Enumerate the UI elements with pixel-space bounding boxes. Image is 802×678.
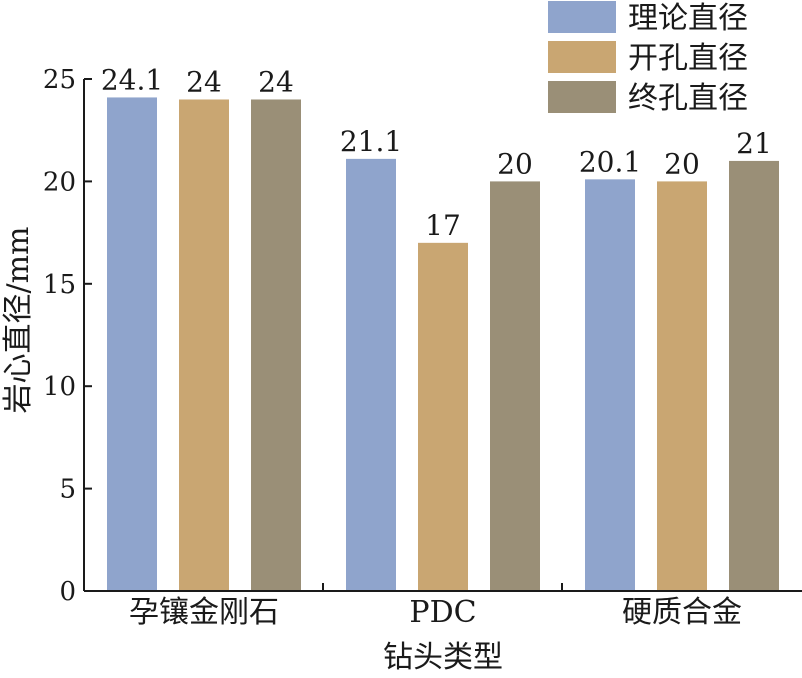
bar-value-label: 21.1 [340, 125, 402, 158]
y-tick-label: 15 [43, 270, 76, 300]
x-category-label: 孕镶金刚石 [129, 595, 279, 630]
y-tick-label: 0 [59, 577, 76, 607]
bar-value-label: 20 [497, 147, 533, 180]
bar [585, 179, 635, 592]
y-tick-label: 5 [59, 475, 76, 505]
bar-value-label: 20 [664, 147, 700, 180]
y-axis-ticks: 0 5 10 15 20 25 [43, 65, 92, 607]
data-labels: 24.1 24 24 21.1 17 20 20.1 20 21 [101, 63, 772, 241]
bar-value-label: 24 [258, 65, 294, 98]
legend-swatch [548, 81, 616, 113]
bar [179, 99, 229, 591]
bar-value-label: 17 [425, 209, 461, 242]
bar-value-label: 20.1 [579, 145, 641, 178]
y-tick-label: 10 [43, 372, 76, 402]
bar-marks [107, 97, 779, 592]
legend-label: 理论直径 [628, 1, 748, 36]
y-tick-label: 25 [43, 65, 76, 95]
bar [729, 160, 779, 592]
bar-value-label: 21 [736, 127, 772, 160]
x-axis-categories: 孕镶金刚石 PDC 硬质合金 [129, 583, 742, 630]
legend-label: 终孔直径 [628, 81, 748, 116]
bar [490, 181, 540, 591]
legend-swatch [548, 1, 616, 33]
x-category-label: 硬质合金 [622, 595, 742, 630]
y-axis-title: 岩心直径/mm [1, 226, 36, 413]
x-category-label: PDC [409, 595, 476, 630]
bar-value-label: 24 [186, 65, 222, 98]
bar [107, 97, 157, 591]
y-tick-label: 20 [43, 167, 76, 197]
bar-value-label: 24.1 [101, 63, 163, 96]
legend-label: 开孔直径 [628, 41, 748, 76]
bar [418, 242, 468, 591]
legend-swatch [548, 41, 616, 73]
bar [346, 158, 396, 591]
bar [657, 181, 707, 591]
x-axis-title: 钻头类型 [383, 640, 503, 675]
bar [251, 99, 301, 591]
